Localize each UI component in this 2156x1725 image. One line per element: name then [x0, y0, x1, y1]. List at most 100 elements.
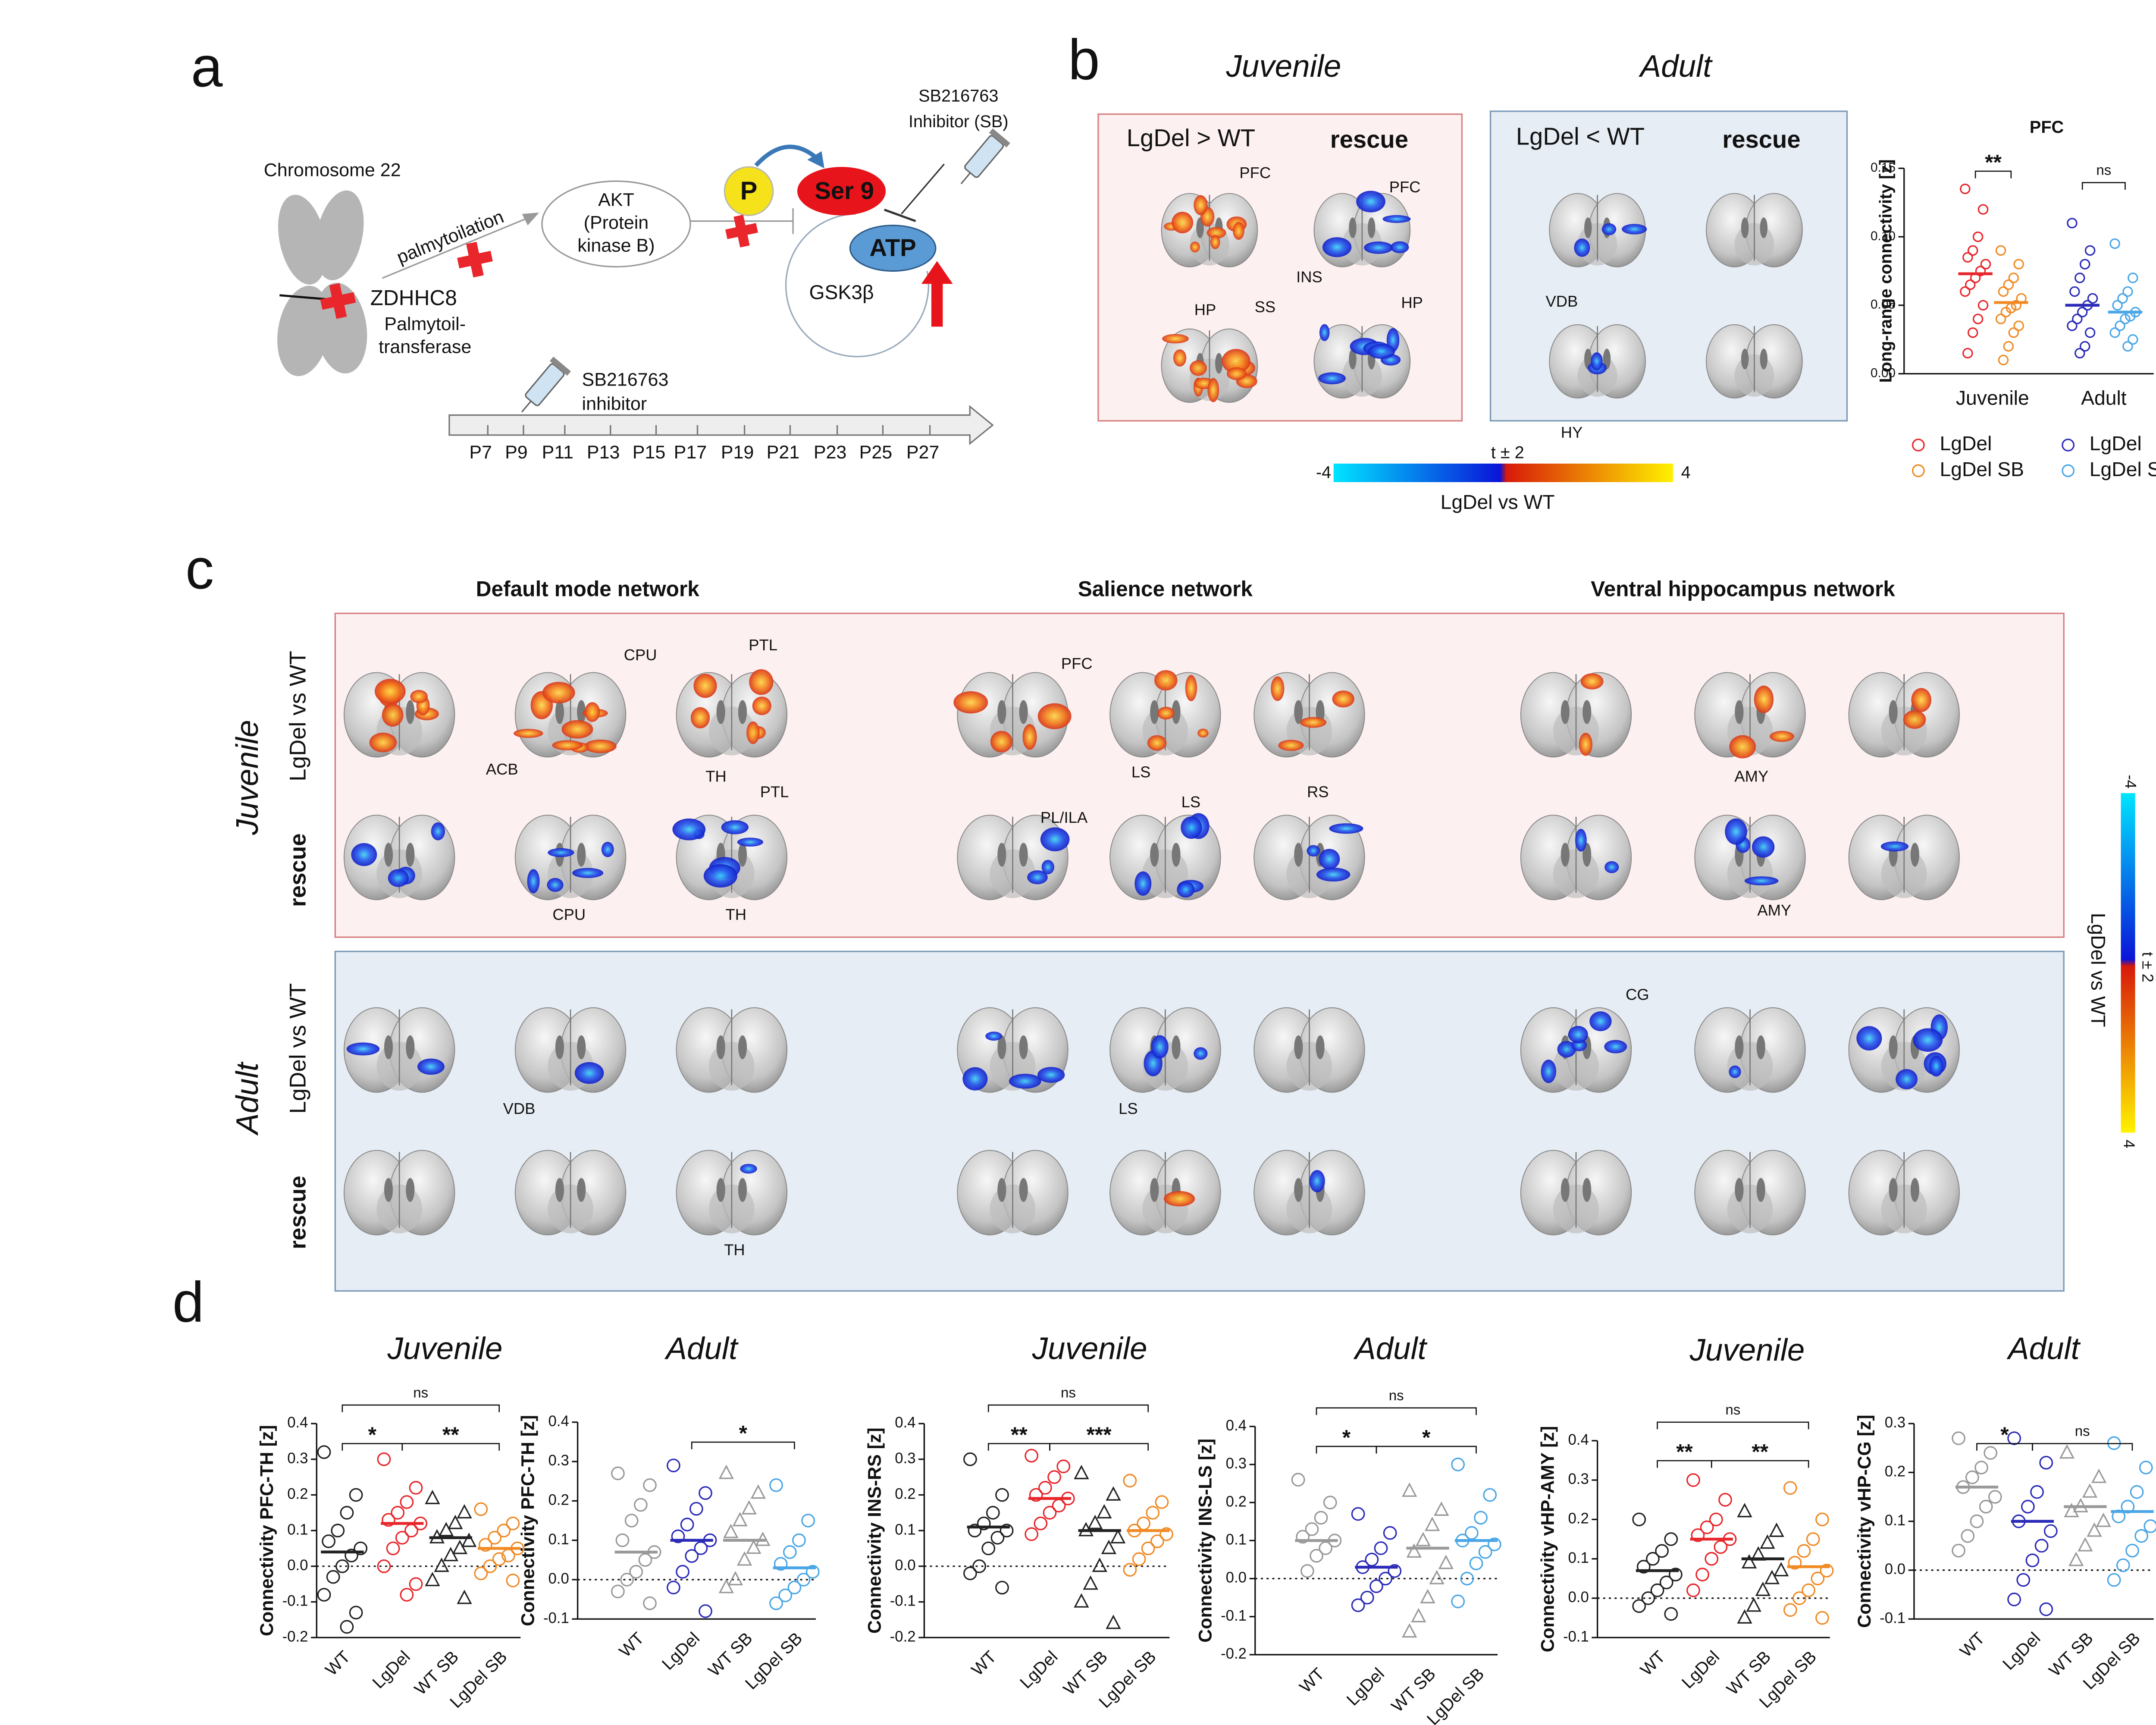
y-axis-label: Connectivity INS-LS [z]	[1195, 1439, 1216, 1643]
activation-blob	[1911, 688, 1931, 712]
timeline-label: P21	[767, 442, 800, 463]
activation-blob	[1589, 1011, 1612, 1032]
data-point	[1487, 1537, 1501, 1552]
data-point	[506, 1516, 520, 1531]
syringe	[964, 135, 1004, 178]
data-point	[963, 1452, 977, 1466]
data-point	[1150, 1534, 1164, 1548]
activation-blob	[552, 740, 583, 750]
data-point	[2109, 238, 2120, 249]
activation-blob	[1194, 1047, 1208, 1060]
ventricle	[1019, 700, 1028, 724]
data-point	[2039, 1602, 2053, 1616]
activation-blob	[1601, 223, 1617, 235]
data-point	[1646, 1552, 1660, 1566]
data-point	[340, 1505, 354, 1520]
significance-label: ns	[1389, 1388, 1404, 1404]
x-tick-label: WT	[1637, 1647, 1669, 1680]
activation-blob	[1164, 1191, 1195, 1207]
region-label: AMY	[1757, 901, 1791, 919]
data-point	[2078, 1537, 2093, 1552]
data-point	[1083, 1575, 1098, 1590]
enzyme-label: transferase	[379, 336, 471, 357]
ventricle	[716, 1035, 725, 1060]
ventricle	[1294, 1178, 1303, 1202]
data-point	[746, 1539, 761, 1554]
data-point	[400, 1588, 414, 1602]
data-point	[1369, 1579, 1383, 1593]
data-point	[457, 1590, 472, 1604]
data-point	[317, 1445, 331, 1459]
data-point	[409, 1577, 423, 1591]
activation-blob	[1173, 349, 1187, 367]
data-point	[792, 1533, 806, 1547]
region-label: CPU	[552, 906, 586, 923]
data-point	[1802, 1583, 1816, 1597]
group-label: Adult	[230, 1061, 265, 1136]
ventricle	[1603, 348, 1611, 370]
data-point	[1038, 1481, 1052, 1495]
timeline-label: P13	[587, 442, 620, 463]
data-point	[382, 1513, 395, 1527]
network-header: Salience network	[1078, 577, 1253, 601]
data-point	[2128, 334, 2138, 345]
atp-label: ATP	[869, 234, 916, 261]
data-point	[620, 1573, 634, 1587]
data-point	[425, 1571, 440, 1587]
significance-label: **	[1752, 1440, 1768, 1464]
data-point	[497, 1524, 511, 1538]
y-tick-label: -0.2	[282, 1628, 308, 1645]
data-point	[611, 1466, 625, 1480]
significance-label: *	[1342, 1426, 1351, 1450]
colorbar-title: LgDel vs WT	[2087, 913, 2109, 1027]
data-point	[2064, 1502, 2079, 1518]
data-point	[741, 1500, 757, 1515]
significance-label: ns	[413, 1385, 428, 1401]
data-point	[1464, 1526, 1479, 1540]
data-point	[1967, 327, 1978, 338]
activation-blob	[1210, 235, 1220, 249]
region-label: AMY	[1734, 767, 1768, 785]
data-point	[1043, 1505, 1057, 1520]
drug-label: inhibitor	[582, 394, 647, 414]
data-point	[2039, 1455, 2053, 1470]
ventricle	[1172, 843, 1181, 867]
activation-blob	[749, 669, 774, 695]
y-tick-label: -0.2	[890, 1628, 916, 1645]
data-point	[1155, 1495, 1169, 1509]
ventricle	[1756, 1035, 1765, 1060]
y-tick-label: 0.1	[1226, 1531, 1247, 1548]
activation-blob	[1903, 710, 1926, 729]
activation-blob	[1041, 859, 1054, 875]
data-point	[1977, 300, 1989, 311]
adult-box	[334, 950, 2065, 1292]
data-point	[340, 1620, 354, 1634]
data-point	[1123, 1563, 1137, 1577]
activation-blob	[1037, 703, 1072, 729]
ventricle	[1910, 1178, 1919, 1202]
data-point	[2007, 1431, 2021, 1445]
box-label: LgDel > WT	[1127, 124, 1255, 151]
data-point	[1709, 1512, 1723, 1527]
activation-blob	[1622, 224, 1647, 235]
data-point	[2013, 320, 2024, 331]
activation-blob	[1037, 1067, 1065, 1083]
colorbar-title: LgDel vs WT	[1441, 491, 1555, 513]
data-point	[689, 1502, 703, 1516]
data-point	[1034, 1516, 1048, 1531]
data-point	[2084, 245, 2096, 256]
activation-blob	[1227, 367, 1247, 380]
chart-title: Adult	[1353, 1331, 1428, 1366]
significance-label: ns	[1725, 1402, 1740, 1418]
arrow-head	[522, 212, 539, 226]
timeline-label: P23	[814, 442, 847, 463]
region-label: HY	[1561, 423, 1583, 441]
arrow	[382, 216, 531, 279]
data-point	[488, 1531, 501, 1545]
syringe-needle	[521, 401, 532, 413]
data-point	[2007, 1593, 2021, 1606]
legend-marker	[1912, 464, 1925, 477]
data-point	[1972, 231, 1984, 242]
region-label: CPU	[624, 646, 657, 664]
ventricle	[1150, 1178, 1159, 1202]
